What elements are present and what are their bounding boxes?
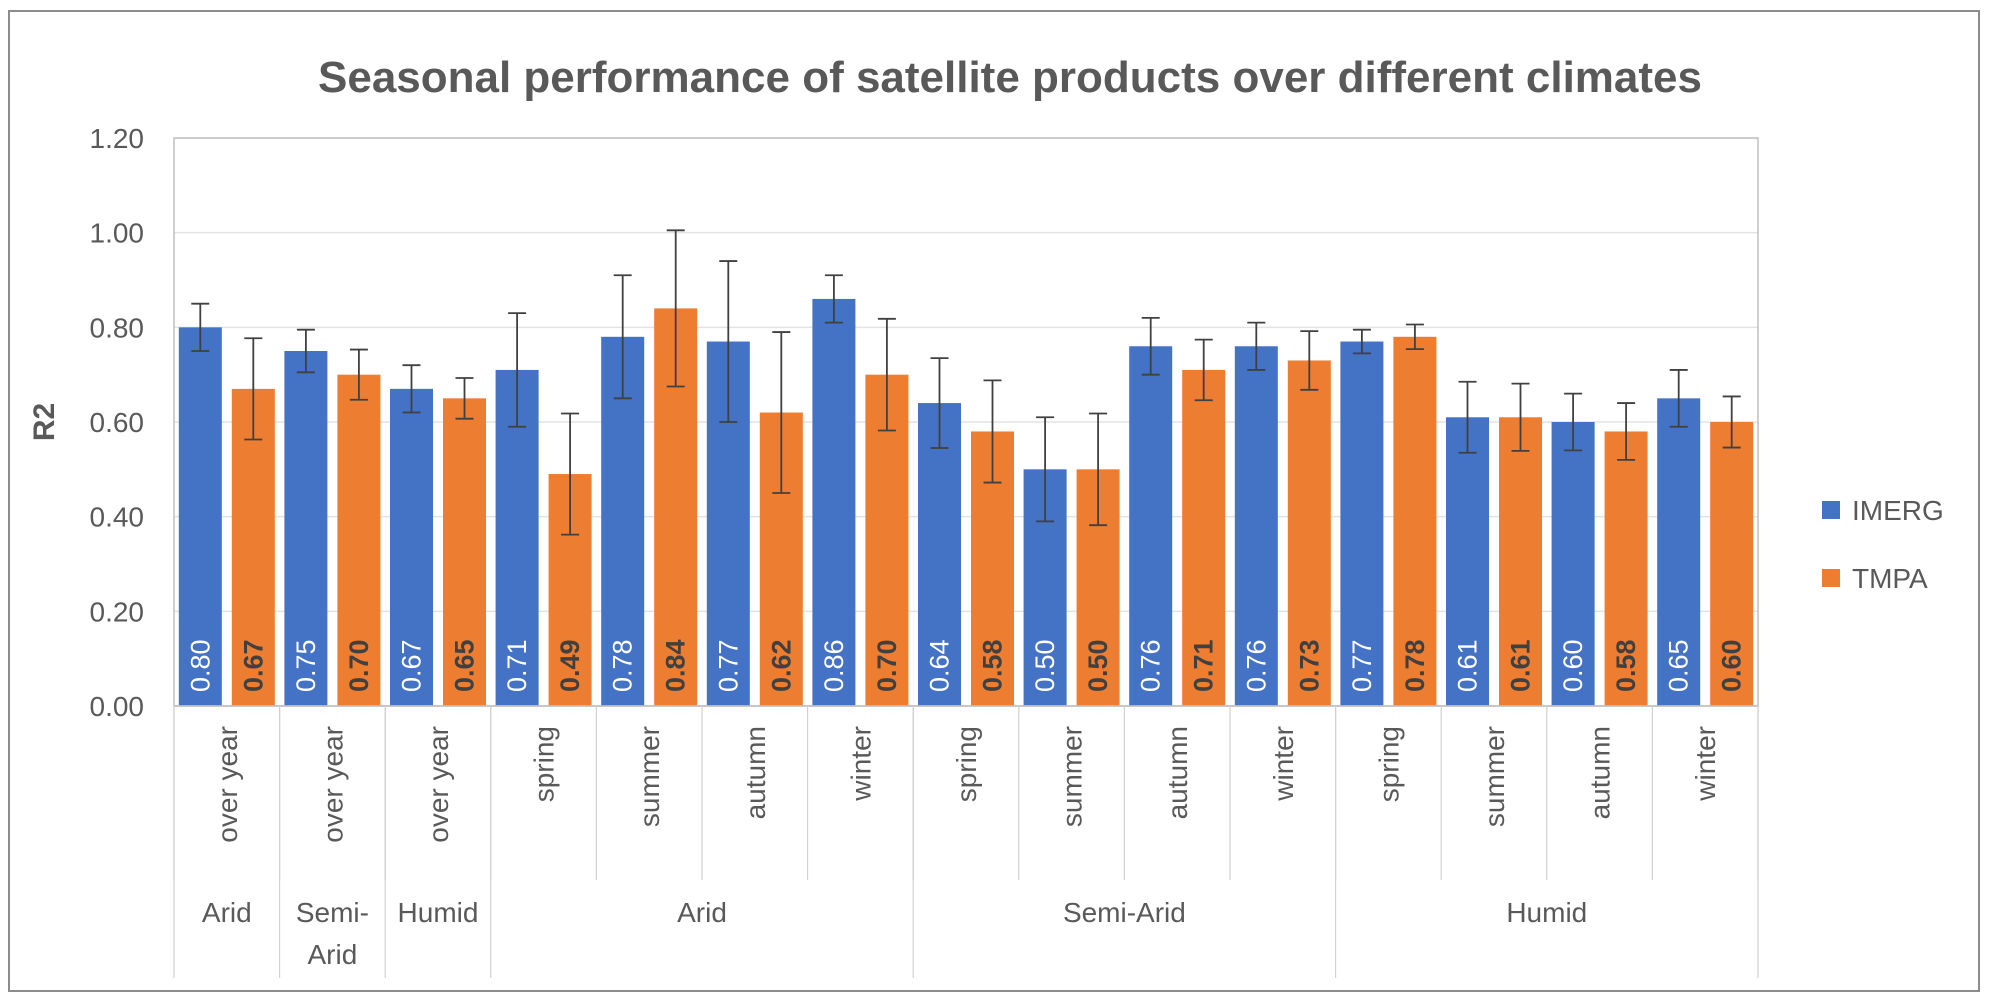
x-tick-label: summer: [1057, 726, 1088, 827]
x-tick-label: autumn: [1162, 726, 1193, 819]
x-tick-label: spring: [529, 726, 560, 802]
data-label: 0.70: [872, 639, 902, 692]
bars: [178, 298, 1754, 706]
x-tick-label: spring: [1373, 726, 1404, 802]
y-tick-label: 0.60: [90, 407, 145, 438]
bar-imerg: [390, 388, 433, 706]
bar-tmpa: [443, 398, 486, 706]
data-label: 0.78: [1400, 639, 1430, 692]
bar-imerg: [1129, 346, 1173, 706]
data-label: 0.49: [555, 639, 585, 692]
y-axis-label: R2: [28, 403, 61, 441]
bar-tmpa: [1287, 360, 1331, 706]
data-label: 0.76: [1136, 639, 1166, 692]
bar-tmpa: [1604, 431, 1648, 706]
legend-label-imerg: IMERG: [1852, 495, 1944, 526]
y-tick-label: 1.00: [90, 218, 145, 249]
data-label: 0.61: [1453, 639, 1483, 692]
x-tick-label: autumn: [740, 726, 771, 819]
error-bars: [191, 229, 1741, 536]
data-label: 0.58: [978, 639, 1008, 692]
data-labels: 0.80 0.75 0.67 0.71 0.78 0.77 0.86 0.64 0.50 0.76…: [185, 639, 1746, 692]
bar-imerg: [1551, 422, 1595, 706]
x-tick-label: winter: [1268, 726, 1299, 802]
legend-swatch-tmpa: [1822, 569, 1840, 587]
chart-frame: Seasonal performance of satellite produc…: [8, 10, 1980, 992]
bar-imerg: [284, 351, 328, 706]
bar-imerg: [812, 298, 856, 706]
bar-imerg: [178, 327, 222, 706]
bar-imerg: [918, 403, 961, 706]
x-group-label: Semi-Arid: [1063, 897, 1186, 928]
x-group-label: Arid: [677, 897, 727, 928]
data-label: 0.50: [1030, 639, 1060, 692]
bar-tmpa: [1393, 336, 1437, 706]
data-label: 0.50: [1083, 639, 1113, 692]
data-label: 0.78: [608, 639, 638, 692]
data-label: 0.67: [397, 639, 427, 692]
data-label: 0.58: [1611, 639, 1641, 692]
bar-imerg: [1340, 341, 1384, 706]
data-label: 0.86: [819, 639, 849, 692]
data-label: 0.60: [1558, 639, 1588, 692]
data-label: 0.84: [661, 639, 691, 692]
axes: 0.00 0.20 0.40 0.60 0.80 1.00 1.20 over year ove…: [90, 123, 1759, 978]
x-tick-label: over year: [212, 726, 243, 843]
bar-tmpa: [1499, 417, 1542, 706]
data-label: 0.65: [1664, 639, 1694, 692]
bar-imerg: [1446, 417, 1489, 706]
x-group-label: Arid: [308, 939, 358, 970]
y-tick-label: 0.20: [90, 596, 145, 627]
bar-imerg: [1234, 346, 1278, 706]
data-label: 0.70: [344, 639, 374, 692]
bar-tmpa: [1710, 422, 1754, 706]
data-label: 0.76: [1241, 639, 1271, 692]
y-tick-label: 0.00: [90, 691, 145, 722]
data-label: 0.80: [185, 639, 215, 692]
y-tick-label: 0.40: [90, 502, 145, 533]
data-label: 0.71: [502, 639, 532, 692]
data-label: 0.65: [450, 639, 480, 692]
y-tick-label: 1.20: [90, 123, 145, 154]
x-tick-label: over year: [423, 726, 454, 843]
data-label: 0.71: [1189, 639, 1219, 692]
legend: IMERG TMPA: [1822, 495, 1944, 594]
x-group-label: Humid: [1506, 897, 1587, 928]
y-tick-label: 0.80: [90, 312, 145, 343]
x-tick-label: summer: [634, 726, 665, 827]
legend-swatch-imerg: [1822, 501, 1840, 519]
bar-tmpa: [1182, 369, 1226, 706]
bar-tmpa: [337, 374, 381, 706]
data-label: 0.77: [713, 639, 743, 692]
data-label: 0.64: [925, 639, 955, 692]
chart-title: Seasonal performance of satellite produc…: [318, 53, 1702, 102]
data-label: 0.60: [1717, 639, 1747, 692]
data-label: 0.67: [238, 639, 268, 692]
data-label: 0.62: [766, 639, 796, 692]
x-group-label: Humid: [398, 897, 479, 928]
x-tick-label: autumn: [1585, 726, 1616, 819]
x-group-label: Semi-: [296, 897, 369, 928]
x-tick-label: over year: [317, 726, 348, 843]
data-label: 0.75: [291, 639, 321, 692]
x-tick-label: winter: [1690, 726, 1721, 802]
legend-label-tmpa: TMPA: [1852, 563, 1928, 594]
x-tick-label: winter: [845, 726, 876, 802]
data-label: 0.77: [1347, 639, 1377, 692]
bar-imerg: [1657, 398, 1701, 706]
chart-svg: Seasonal performance of satellite produc…: [28, 53, 1944, 978]
x-tick-label: spring: [951, 726, 982, 802]
data-label: 0.61: [1506, 639, 1536, 692]
x-tick-label: summer: [1479, 726, 1510, 827]
bar-tmpa: [231, 388, 275, 706]
data-label: 0.73: [1294, 639, 1324, 692]
x-group-label: Arid: [202, 897, 252, 928]
